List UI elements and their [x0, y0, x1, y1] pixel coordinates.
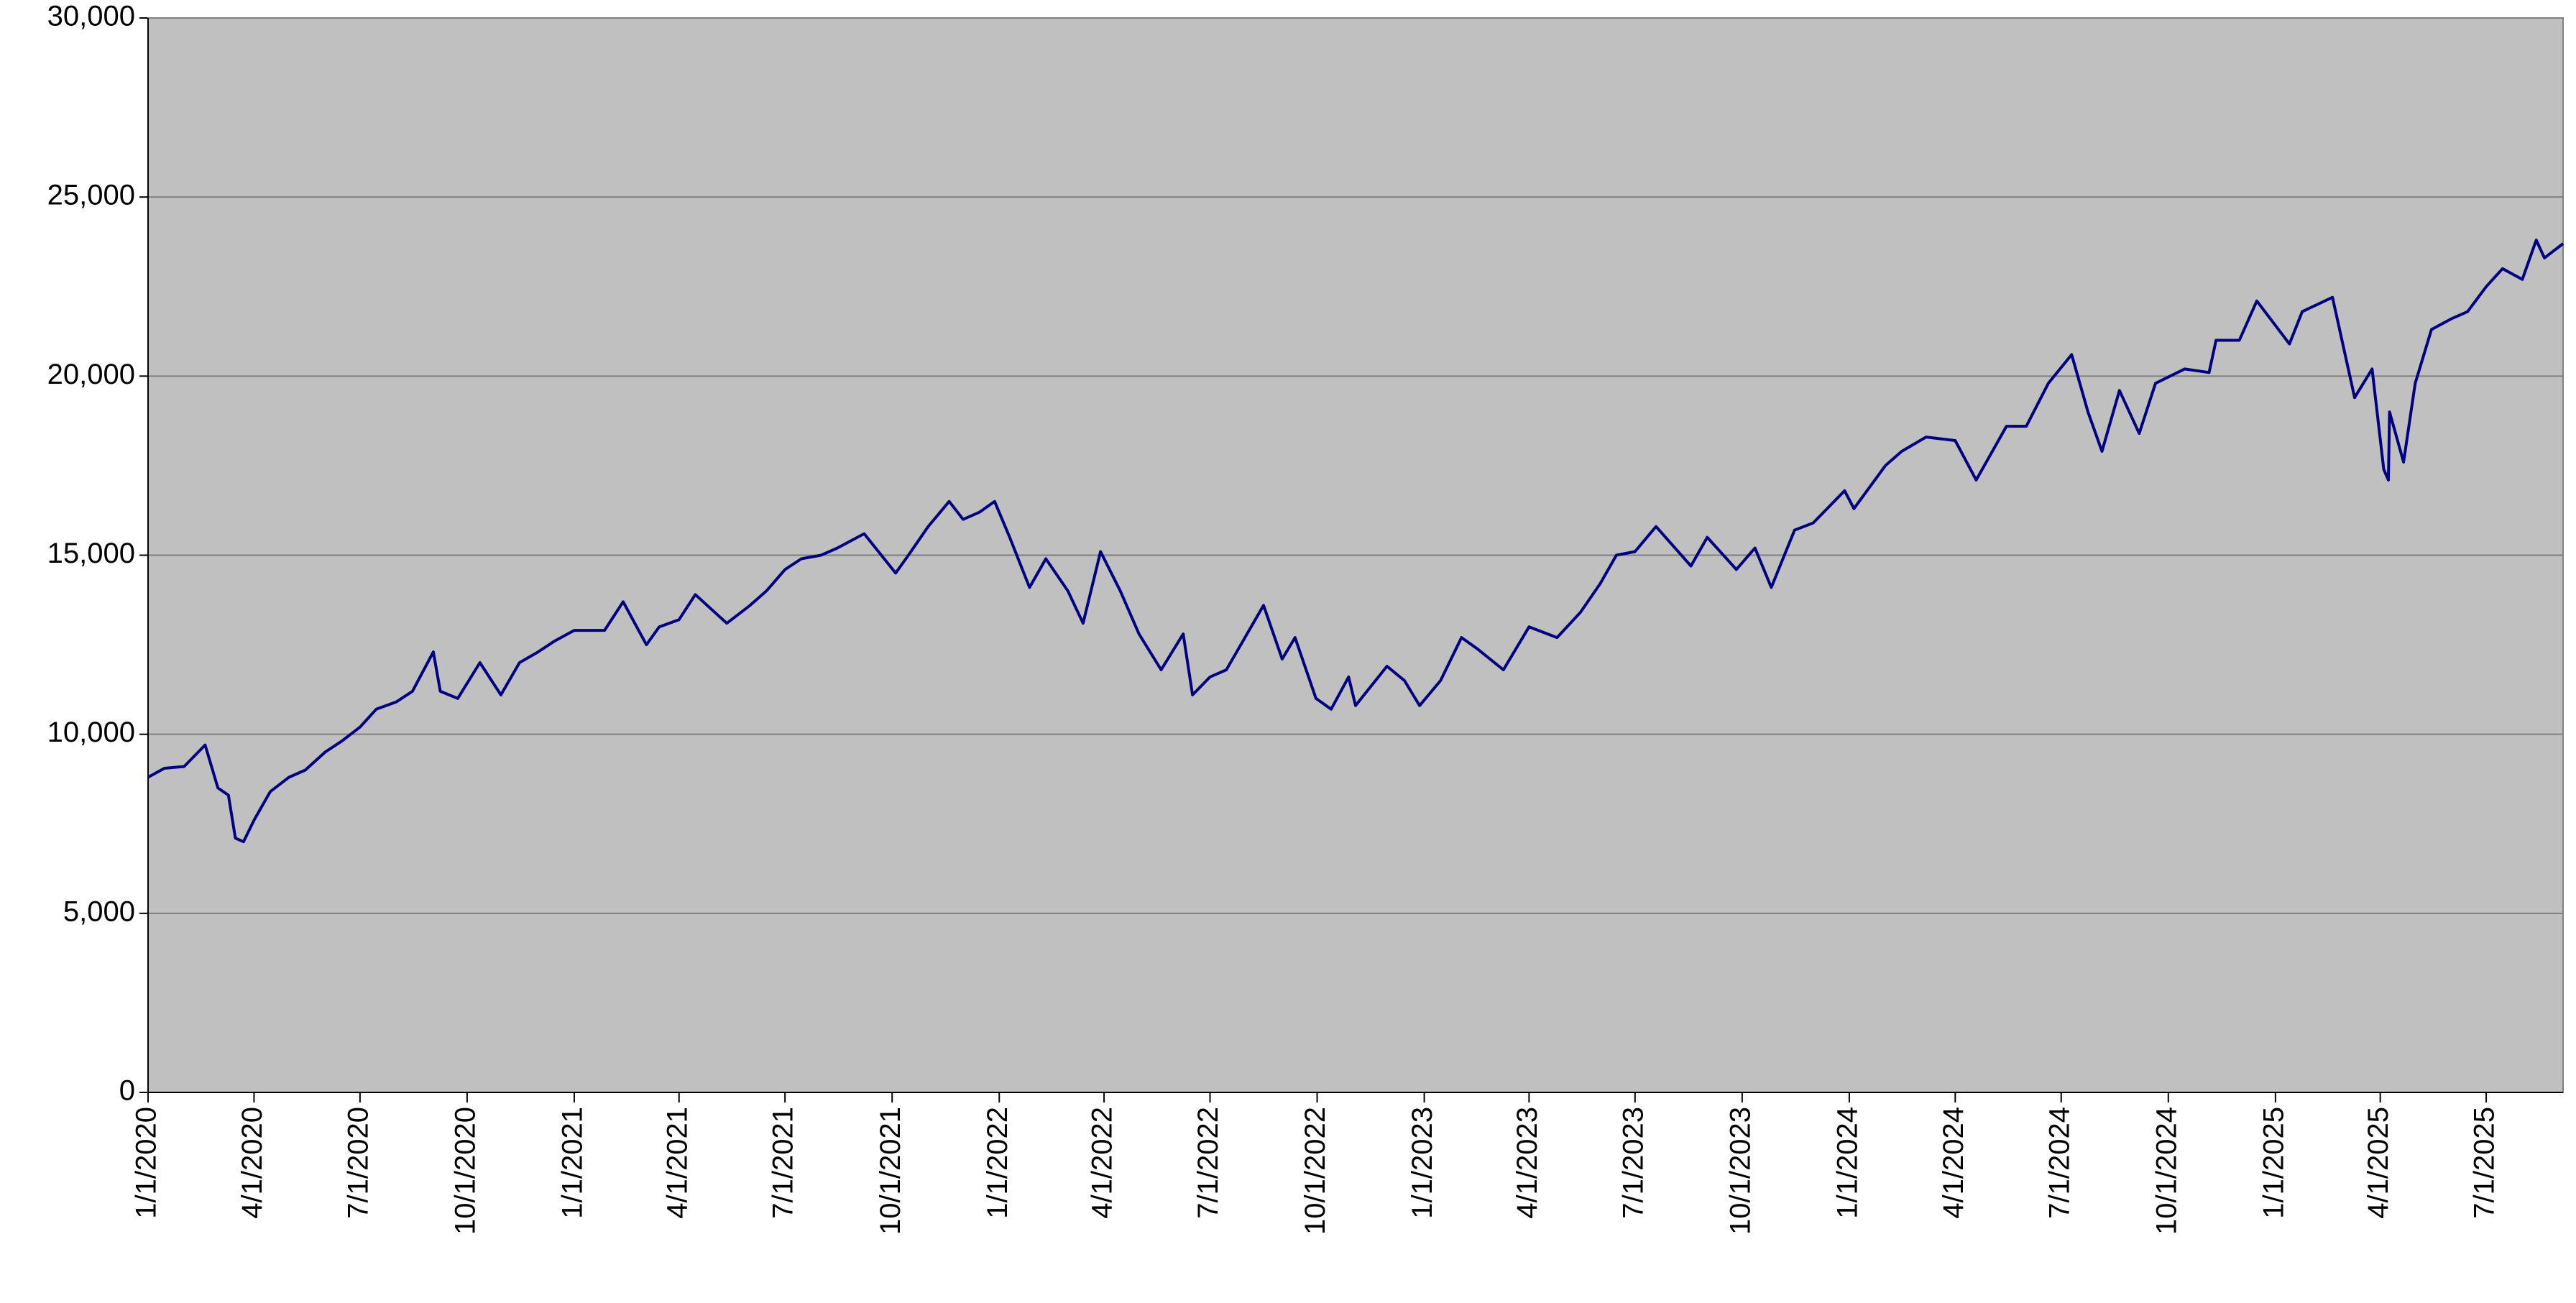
x-tick-label: 7/1/2024	[2043, 1107, 2075, 1219]
data-line	[147, 239, 2564, 844]
y-tick-label: 25,000	[47, 180, 135, 211]
x-tick-label: 1/1/2025	[2258, 1107, 2289, 1219]
x-tick-label: 1/1/2021	[557, 1107, 589, 1219]
x-tick-label: 7/1/2023	[1617, 1107, 1649, 1219]
x-tick-label: 1/1/2023	[1407, 1107, 1438, 1219]
y-tick-label: 0	[119, 1075, 135, 1107]
x-tick-label: 7/1/2020	[342, 1107, 374, 1219]
x-tick-label: 4/1/2021	[661, 1107, 693, 1219]
y-tick-label: 30,000	[47, 1, 135, 32]
y-tick-label: 5,000	[63, 895, 135, 927]
x-tick-label: 4/1/2020	[236, 1107, 268, 1219]
x-tick-label: 4/1/2023	[1512, 1107, 1543, 1219]
y-tick-label: 10,000	[47, 717, 135, 748]
x-tick-label: 10/1/2020	[449, 1107, 481, 1235]
x-tick-label: 1/1/2022	[982, 1107, 1013, 1219]
x-tick-label: 4/1/2024	[1938, 1107, 1969, 1219]
x-tick-label: 4/1/2025	[2363, 1107, 2394, 1219]
x-tick-label: 7/1/2021	[768, 1107, 799, 1219]
x-tick-label: 10/1/2024	[2150, 1107, 2182, 1235]
y-tick-label: 20,000	[47, 359, 135, 390]
x-tick-label: 10/1/2023	[1724, 1107, 1756, 1235]
x-tick-label: 1/1/2020	[131, 1107, 162, 1219]
x-tick-label: 7/1/2022	[1192, 1107, 1224, 1219]
x-tick-label: 10/1/2022	[1300, 1107, 1331, 1235]
x-tick-label: 4/1/2022	[1087, 1107, 1118, 1219]
y-tick-label: 15,000	[47, 538, 135, 569]
x-tick-label: 1/1/2024	[1831, 1107, 1863, 1219]
x-tick-label: 7/1/2025	[2469, 1107, 2501, 1219]
x-tick-label: 10/1/2021	[875, 1107, 906, 1235]
